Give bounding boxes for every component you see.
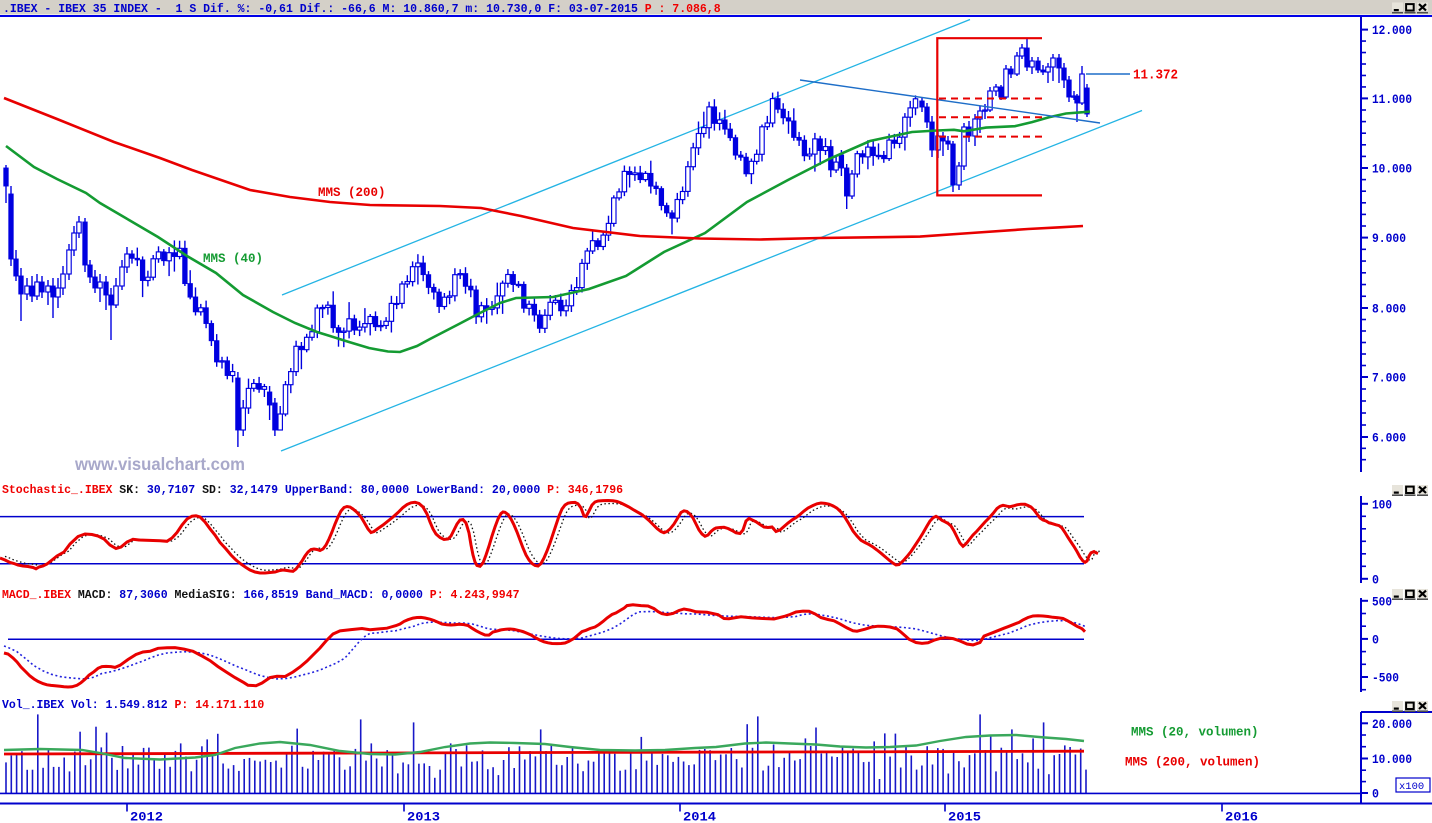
svg-text:www.visualchart.com: www.visualchart.com (74, 454, 245, 474)
svg-text:P: 14.171.110: P: 14.171.110 (175, 699, 265, 712)
svg-text:11.372: 11.372 (1133, 69, 1178, 84)
svg-text:UpperBand: 80,0000 LowerBand:: UpperBand: 80,0000 LowerBand: 20,0000 (285, 484, 547, 497)
svg-text:MediaSIG:: MediaSIG: (175, 589, 244, 602)
svg-text:P: 4.243,9947: P: 4.243,9947 (430, 589, 520, 602)
svg-text:20.000: 20.000 (1372, 717, 1412, 732)
svg-text:2014: 2014 (683, 810, 716, 823)
svg-text:30,7107: 30,7107 (147, 484, 202, 497)
svg-text:MMS (200): MMS (200) (318, 186, 386, 200)
svg-text:-500: -500 (1372, 671, 1399, 686)
svg-text:100: 100 (1372, 497, 1392, 512)
svg-text:x100: x100 (1399, 781, 1424, 793)
svg-text:9.000: 9.000 (1372, 231, 1406, 246)
svg-text:0: 0 (1372, 787, 1379, 802)
svg-text:87,3060: 87,3060 (119, 589, 174, 602)
svg-text:11.000: 11.000 (1372, 92, 1412, 107)
svg-text:7.000: 7.000 (1372, 371, 1406, 386)
svg-text:2012: 2012 (130, 810, 163, 823)
svg-text:2013: 2013 (407, 810, 440, 823)
svg-text:SD:: SD: (202, 484, 230, 497)
svg-text:500: 500 (1372, 594, 1392, 609)
svg-text:MMS (40): MMS (40) (203, 252, 263, 266)
svg-text:2016: 2016 (1225, 810, 1258, 823)
svg-text:.IBEX - IBEX 35 INDEX - 1 S D: .IBEX - IBEX 35 INDEX - 1 S Dif. %: -0,6… (3, 3, 638, 16)
svg-text:8.000: 8.000 (1372, 302, 1406, 317)
svg-text:MACD_.IBEX: MACD_.IBEX (2, 589, 78, 602)
svg-text:0: 0 (1372, 572, 1379, 587)
svg-text:166,8519: 166,8519 (244, 589, 306, 602)
svg-text:Stochastic_.IBEX: Stochastic_.IBEX (2, 484, 119, 497)
svg-text:MMS (20, volumen): MMS (20, volumen) (1131, 726, 1259, 740)
svg-text:2015: 2015 (948, 810, 981, 823)
svg-text:0: 0 (1372, 632, 1379, 647)
svg-text:MACD:: MACD: (78, 589, 119, 602)
svg-text:32,1479: 32,1479 (230, 484, 285, 497)
svg-text:12.000: 12.000 (1372, 23, 1412, 38)
svg-text:10.000: 10.000 (1372, 752, 1412, 767)
svg-text:P: 346,1796: P: 346,1796 (547, 484, 623, 497)
svg-text:MMS (200, volumen): MMS (200, volumen) (1125, 756, 1260, 770)
svg-text:P : 7.086,8: P : 7.086,8 (638, 3, 721, 16)
svg-text:10.000: 10.000 (1372, 162, 1412, 177)
svg-text:SK:: SK: (119, 484, 147, 497)
svg-text:Band_MACD: 0,0000: Band_MACD: 0,0000 (306, 589, 430, 602)
svg-text:Vol_.IBEX Vol: 1.549.812: Vol_.IBEX Vol: 1.549.812 (2, 699, 175, 712)
svg-text:6.000: 6.000 (1372, 431, 1406, 446)
